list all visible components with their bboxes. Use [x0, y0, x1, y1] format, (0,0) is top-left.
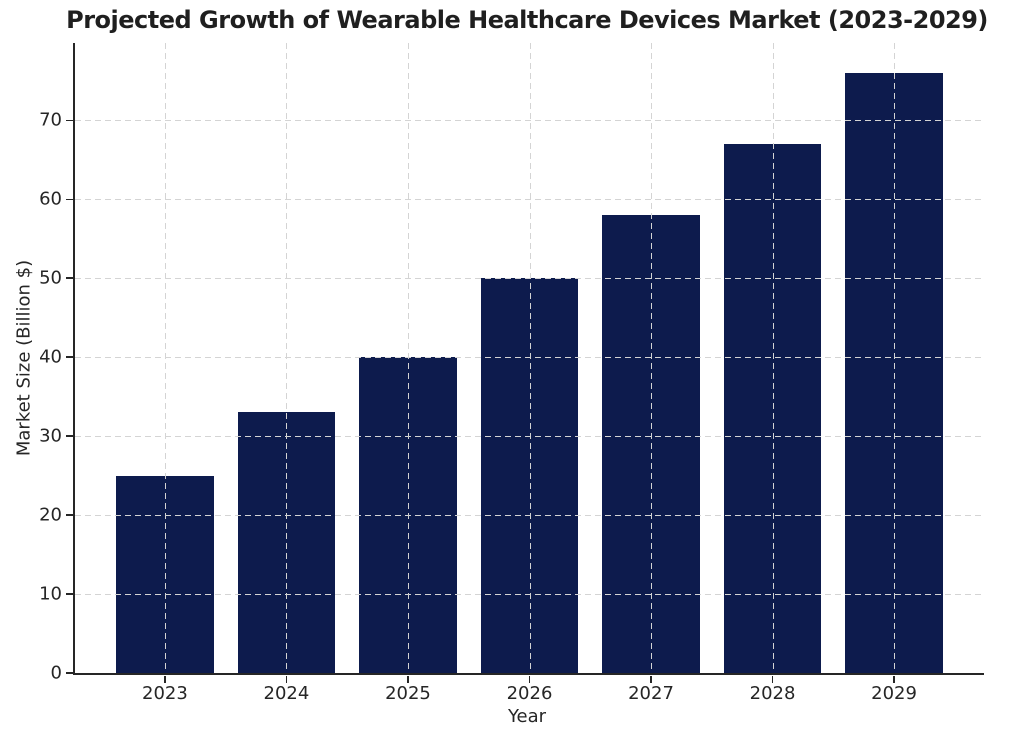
x-axis-label: Year	[507, 706, 547, 727]
gridline-horizontal-20	[75, 515, 984, 517]
gridline-vertical-2027	[651, 43, 653, 673]
bar-2026	[480, 278, 579, 673]
gridline-vertical-2028	[772, 43, 774, 673]
tick-layer: 2023 2024 2025 2026 2027 2028 2029 0 10 20 30 40 50 6…	[39, 43, 984, 704]
y-tick-mark-50	[66, 277, 73, 280]
bar-2028	[723, 144, 822, 673]
x-tick-mark-2028	[771, 675, 774, 683]
x-tick-mark-2025	[407, 675, 409, 683]
chart-title: Projected Growth of Wearable Healthcare …	[66, 6, 988, 34]
gridline-horizontal-30	[75, 436, 984, 438]
gridline-horizontal-10	[75, 594, 984, 596]
x-tick-label-2024: 2024	[263, 683, 310, 704]
gridline-horizontal-50	[75, 278, 984, 280]
x-tick-label-2023: 2023	[142, 683, 188, 704]
y-tick-label-30: 30	[39, 425, 62, 447]
bar-2025	[359, 357, 457, 673]
y-tick-label-10: 10	[39, 583, 62, 605]
gridline-horizontal-40	[75, 357, 984, 359]
bar-2029	[845, 73, 943, 673]
grid-layer	[75, 43, 984, 673]
y-tick-mark-0	[66, 672, 73, 674]
y-tick-mark-60	[66, 198, 73, 201]
gridline-vertical-2025	[407, 43, 409, 673]
x-tick-mark-2029	[893, 675, 895, 683]
y-tick-label-70: 70	[39, 109, 62, 131]
x-tick-mark-2027	[650, 675, 652, 683]
gridline-horizontal-70	[75, 120, 984, 122]
y-tick-label-50: 50	[39, 267, 62, 289]
x-tick-label-2027: 2027	[628, 683, 674, 704]
x-tick-mark-2023	[164, 675, 166, 683]
bars-layer	[75, 43, 984, 673]
y-axis-label: Market Size (Billion $)	[13, 259, 35, 457]
plot-area: 2023 2024 2025 2026 2027 2028 2029 0 10 20 30 40 50 6…	[39, 43, 984, 704]
gridline-vertical-2029	[894, 43, 896, 673]
y-tick-mark-20	[66, 514, 73, 516]
y-tick-mark-30	[66, 435, 73, 437]
x-tick-mark-2024	[285, 675, 288, 683]
y-tick-mark-70	[66, 119, 73, 122]
y-tick-label-60: 60	[39, 188, 62, 210]
gridline-vertical-2026	[529, 43, 531, 673]
y-tick-mark-40	[66, 356, 73, 358]
bar-2023	[116, 475, 214, 673]
x-tick-label-2028: 2028	[749, 683, 796, 704]
y-tick-label-20: 20	[39, 504, 62, 526]
gridline-vertical-2023	[164, 43, 166, 673]
x-tick-label-2029: 2029	[871, 683, 917, 704]
y-tick-mark-10	[66, 593, 73, 595]
gridline-vertical-2024	[286, 43, 288, 673]
y-tick-label-0: 0	[50, 662, 62, 684]
bar-2027	[602, 215, 700, 673]
x-tick-label-2026: 2026	[506, 683, 553, 704]
bar-2024	[237, 412, 336, 673]
gridline-horizontal-60	[75, 199, 984, 201]
y-tick-label-40: 40	[39, 346, 62, 368]
x-tick-label-2025: 2025	[385, 683, 431, 704]
x-tick-mark-2026	[528, 675, 531, 683]
